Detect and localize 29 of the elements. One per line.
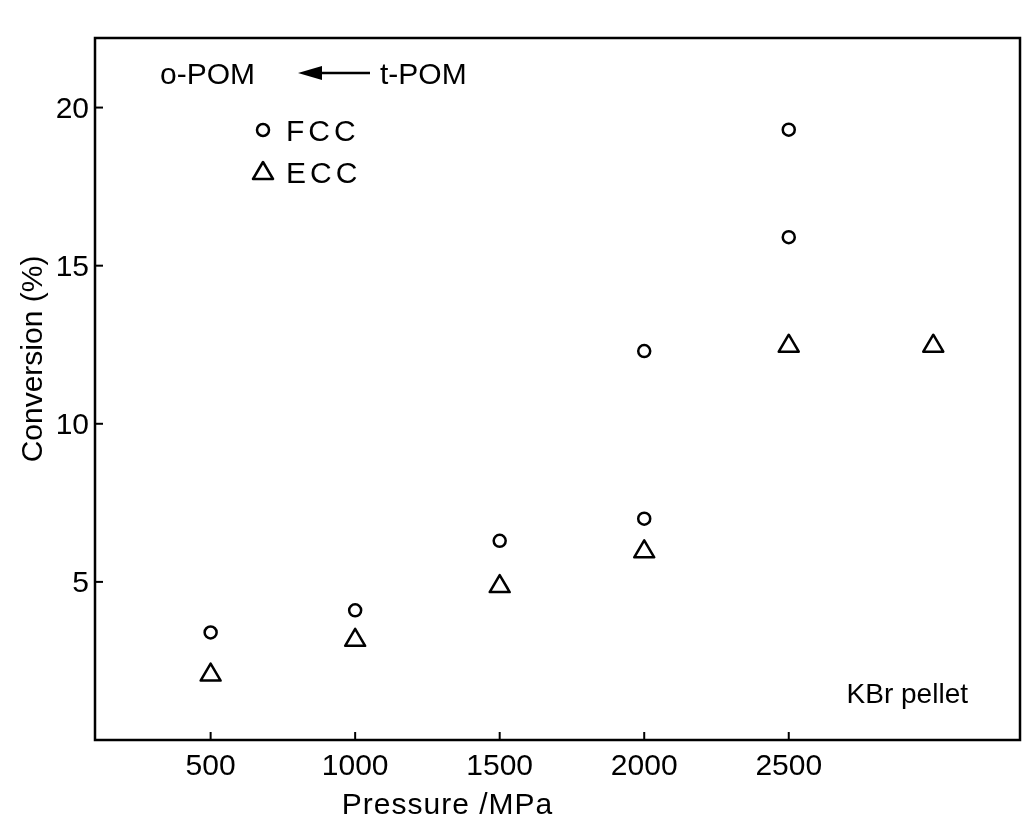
point	[632, 539, 656, 559]
x-tick-label: 2500	[755, 748, 823, 781]
point	[781, 122, 796, 137]
point	[922, 333, 945, 353]
point	[636, 511, 652, 526]
point	[199, 662, 222, 682]
point	[636, 343, 652, 359]
point	[488, 573, 511, 594]
legend-label: ECC	[286, 156, 362, 189]
y-tick-label: 5	[72, 564, 89, 598]
point	[203, 625, 218, 640]
point	[347, 603, 363, 618]
legend-label: FCC	[286, 114, 360, 147]
x-tick-label: 1500	[466, 748, 534, 781]
y-tick-label: 10	[55, 406, 89, 440]
x-tick-label: 500	[185, 748, 236, 781]
annotation: t-POM	[380, 57, 467, 90]
y-tick-label: 15	[55, 248, 89, 282]
point	[343, 627, 367, 648]
point	[777, 333, 800, 353]
point	[781, 229, 796, 245]
x-axis-title: Pressure /MPa	[341, 787, 554, 820]
x-tick-label: 1000	[321, 748, 389, 781]
annotation: KBr pellet	[846, 678, 969, 709]
y-axis-title: Conversion (%)	[15, 255, 48, 463]
y-tick-label: 20	[55, 90, 89, 124]
x-tick-label: 2000	[610, 748, 678, 781]
annotation: o-POM	[160, 57, 256, 90]
point	[492, 533, 507, 549]
